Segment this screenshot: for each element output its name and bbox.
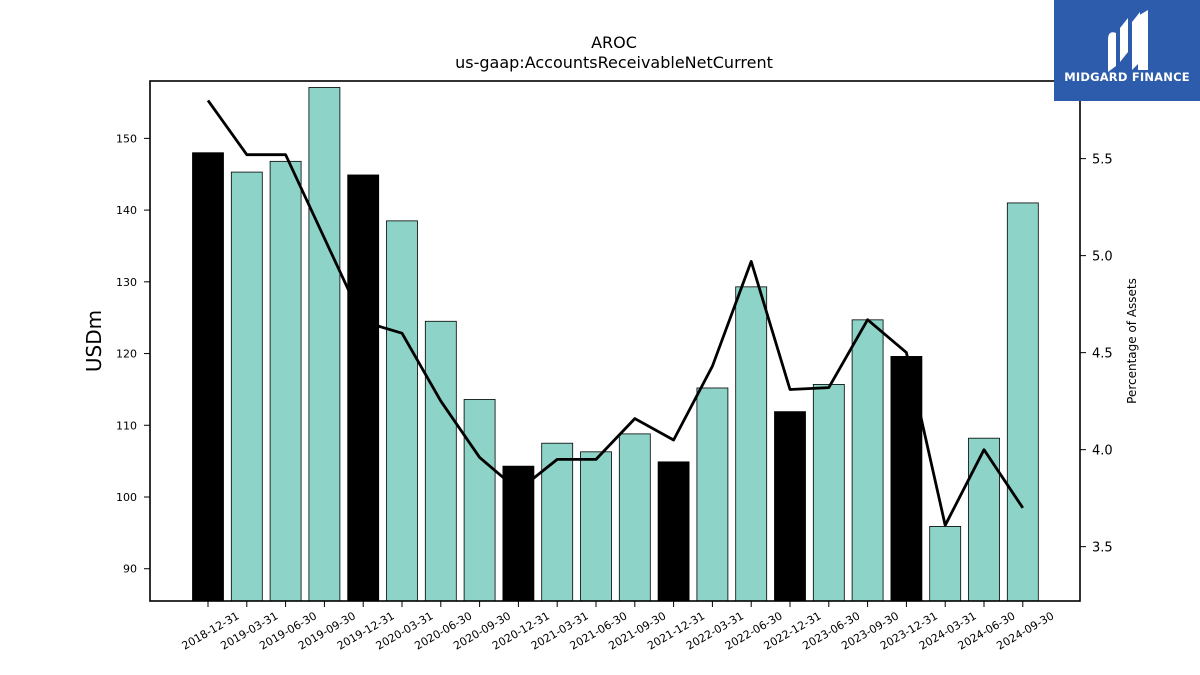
y2-tick-label: 4.5	[1092, 347, 1113, 362]
y2-tick-label: 4.0	[1092, 444, 1113, 459]
bar-2019-03-31	[230, 171, 263, 602]
bar-2024-09-30	[1006, 202, 1039, 602]
y-tick-label: 110	[116, 419, 137, 432]
bar-2019-06-30	[269, 160, 302, 602]
bar-2018-12-31	[192, 152, 224, 602]
brand-logo: MIDGARD FINANCE	[1054, 0, 1200, 101]
bar-2022-12-31	[774, 411, 806, 602]
bar-2023-12-31	[890, 356, 923, 602]
plot-frame	[149, 80, 1081, 602]
midgard-logo-icon	[1108, 10, 1148, 72]
chart-title: AROC	[591, 33, 637, 52]
y-axis-left: 90 100 110 120 130 140 150	[116, 132, 150, 576]
bars-group	[192, 87, 1039, 602]
bar-2019-09-30	[308, 87, 341, 602]
y-tick-label: 140	[116, 204, 137, 217]
bar-2021-12-31	[657, 461, 690, 602]
y-tick-label: 150	[116, 132, 137, 145]
y2-axis-label: Percentage of Assets	[1125, 278, 1139, 404]
y-tick-label: 130	[116, 276, 137, 289]
bar-2022-03-31	[696, 387, 729, 602]
y2-tick-label: 3.5	[1092, 541, 1113, 556]
y2-tick-label: 5.5	[1092, 153, 1113, 168]
bar-2021-03-31	[541, 442, 574, 602]
x-axis: 2018-12-312019-03-312019-06-302019-09-30…	[180, 601, 1056, 653]
logo-text: MIDGARD FINANCE	[1064, 70, 1190, 84]
y-tick-label: 90	[123, 563, 137, 576]
line-layer	[206, 99, 1024, 527]
y-tick-label: 120	[116, 348, 137, 361]
y-axis-label: USDm	[82, 310, 106, 372]
bar-2023-06-30	[812, 383, 845, 602]
y-axis-right: 3.5 4.0 4.5 5.0 5.5	[1080, 153, 1113, 556]
y2-tick-label: 5.0	[1092, 250, 1113, 265]
y-tick-label: 100	[116, 491, 137, 504]
chart-subtitle: us-gaap:AccountsReceivableNetCurrent	[455, 53, 773, 72]
bar-2020-03-31	[386, 220, 418, 602]
bar-2024-06-30	[968, 437, 1000, 602]
percentage-line	[206, 99, 1024, 527]
bar-2020-12-31	[502, 465, 535, 602]
bar-2021-09-30	[618, 433, 651, 602]
bar-2024-03-31	[929, 526, 962, 602]
bar-2023-09-30	[851, 319, 884, 602]
bar-2020-06-30	[424, 320, 457, 602]
bar-2019-12-31	[347, 174, 380, 602]
bar-2020-09-30	[463, 399, 496, 602]
bar-2022-06-30	[735, 286, 768, 602]
bar-2021-06-30	[580, 451, 612, 602]
